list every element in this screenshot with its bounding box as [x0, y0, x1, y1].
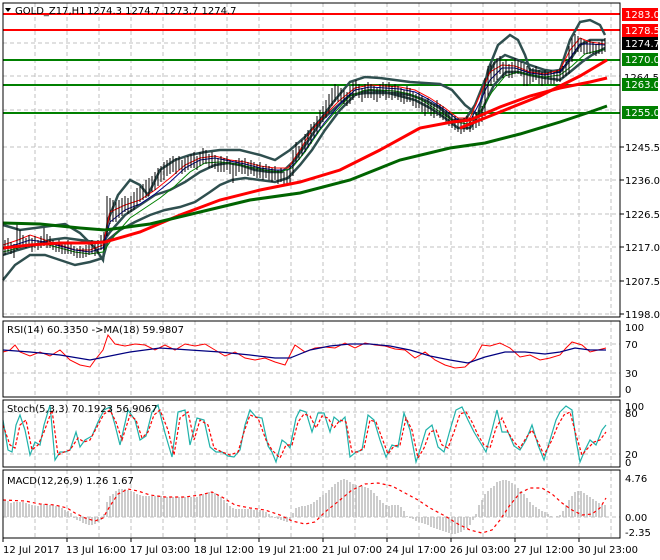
symbol-label: GOLD_Z17,H1: [15, 6, 86, 17]
rsi-panel[interactable]: RSI(14) 60.3350 ->MA(18) 59.9807 100 70 …: [2, 320, 644, 398]
stoch-d-line: [2, 409, 607, 460]
triangle-down-icon[interactable]: [5, 8, 11, 12]
level-badge-1263: [622, 78, 658, 91]
level-label: 1270.0: [625, 55, 660, 66]
time-label: 13 Jul 16:00: [66, 545, 126, 556]
time-label: 18 Jul 12:00: [194, 545, 254, 556]
time-label: 17 Jul 03:00: [130, 545, 190, 556]
ohlc-label: 1274.3 1274.7 1273.7 1274.7: [87, 6, 237, 17]
time-label: 21 Jul 07:00: [322, 545, 382, 556]
rsi-grid: [3, 321, 620, 397]
stoch-tick: 100: [625, 402, 644, 413]
time-label: 30 Jul 23:00: [578, 545, 638, 556]
stoch-title: Stoch(5,3,3) 70.1923 56.9067: [7, 404, 158, 415]
level-label: 1255.0: [625, 108, 660, 119]
macd-panel[interactable]: MACD(12,26,9) 1.26 1.67 4.76 0.00 -2.35: [2, 469, 651, 539]
price-tick: 1245.5: [625, 143, 660, 154]
macd-panel-border: [2, 469, 621, 539]
macd-signal-line: [2, 482, 607, 534]
price-axis[interactable]: 1245.5 1236.0 1226.5 1217.0 1207.5 1198.…: [619, 3, 660, 321]
macd-tick: -2.35: [625, 528, 651, 539]
rsi-tick: 0: [625, 385, 631, 396]
fast-moving-averages: [2, 37, 606, 255]
level-badge-1283: [622, 8, 658, 21]
level-label: 1263.0: [625, 80, 660, 91]
price-tick: 1217.0: [625, 243, 660, 254]
level-badge-1255: [622, 106, 658, 119]
stoch-panel-border: [2, 399, 621, 468]
level-badge-1278: [622, 24, 658, 37]
stoch-tick: 0: [625, 458, 631, 469]
rsi-tick: 70: [625, 340, 638, 351]
time-label: 24 Jul 17:00: [386, 545, 446, 556]
rsi-line: [2, 333, 607, 369]
time-label: 12 Jul 2017: [3, 545, 60, 556]
current-price-label: 1274.7: [625, 39, 660, 50]
stoch-panel[interactable]: Stoch(5,3,3) 70.1923 56.9067 100 80 20 0: [2, 399, 644, 469]
level-label: 1278.5: [625, 26, 660, 37]
rsi-ma-line: [2, 343, 606, 364]
macd-grid: [3, 470, 620, 538]
macd-tick: 4.76: [625, 474, 647, 485]
stoch-grid: [3, 400, 620, 467]
rsi-title: RSI(14) 60.3350 ->MA(18) 59.9807: [7, 325, 184, 336]
price-tick: 1207.5: [625, 277, 660, 288]
time-label: 27 Jul 12:00: [514, 545, 574, 556]
rsi-tick: 100: [625, 323, 644, 334]
macd-tick: 0.00: [625, 513, 647, 524]
ma-red-line: [2, 76, 608, 250]
price-tick: 1226.5: [625, 210, 660, 221]
trendline-red[interactable]: [459, 58, 608, 130]
stoch-tick: 20: [625, 450, 638, 461]
price-grid: [3, 3, 620, 317]
macd-title: MACD(12,26,9) 1.26 1.67: [7, 476, 134, 487]
time-label: 26 Jul 03:00: [450, 545, 510, 556]
macd-histogram: [4, 479, 606, 534]
price-tick: 1198.0: [625, 310, 660, 321]
rsi-tick: 30: [625, 369, 638, 380]
chart-header: GOLD_Z17,H1 1274.3 1274.7 1273.7 1274.7: [5, 6, 237, 17]
current-price-badge: [622, 37, 658, 50]
level-badge-1270: [622, 53, 658, 66]
stoch-tick: 80: [625, 409, 638, 420]
ma-green-line: [2, 104, 608, 232]
time-label: 19 Jul 21:00: [258, 545, 318, 556]
level-label: 1283.0: [625, 10, 660, 21]
time-axis[interactable]: 12 Jul 2017 13 Jul 16:00 17 Jul 03:00 18…: [2, 538, 638, 556]
price-tick: 1236.0: [625, 176, 660, 187]
price-panel[interactable]: GOLD_Z17,H1 1274.3 1274.7 1273.7 1274.7: [2, 2, 621, 318]
